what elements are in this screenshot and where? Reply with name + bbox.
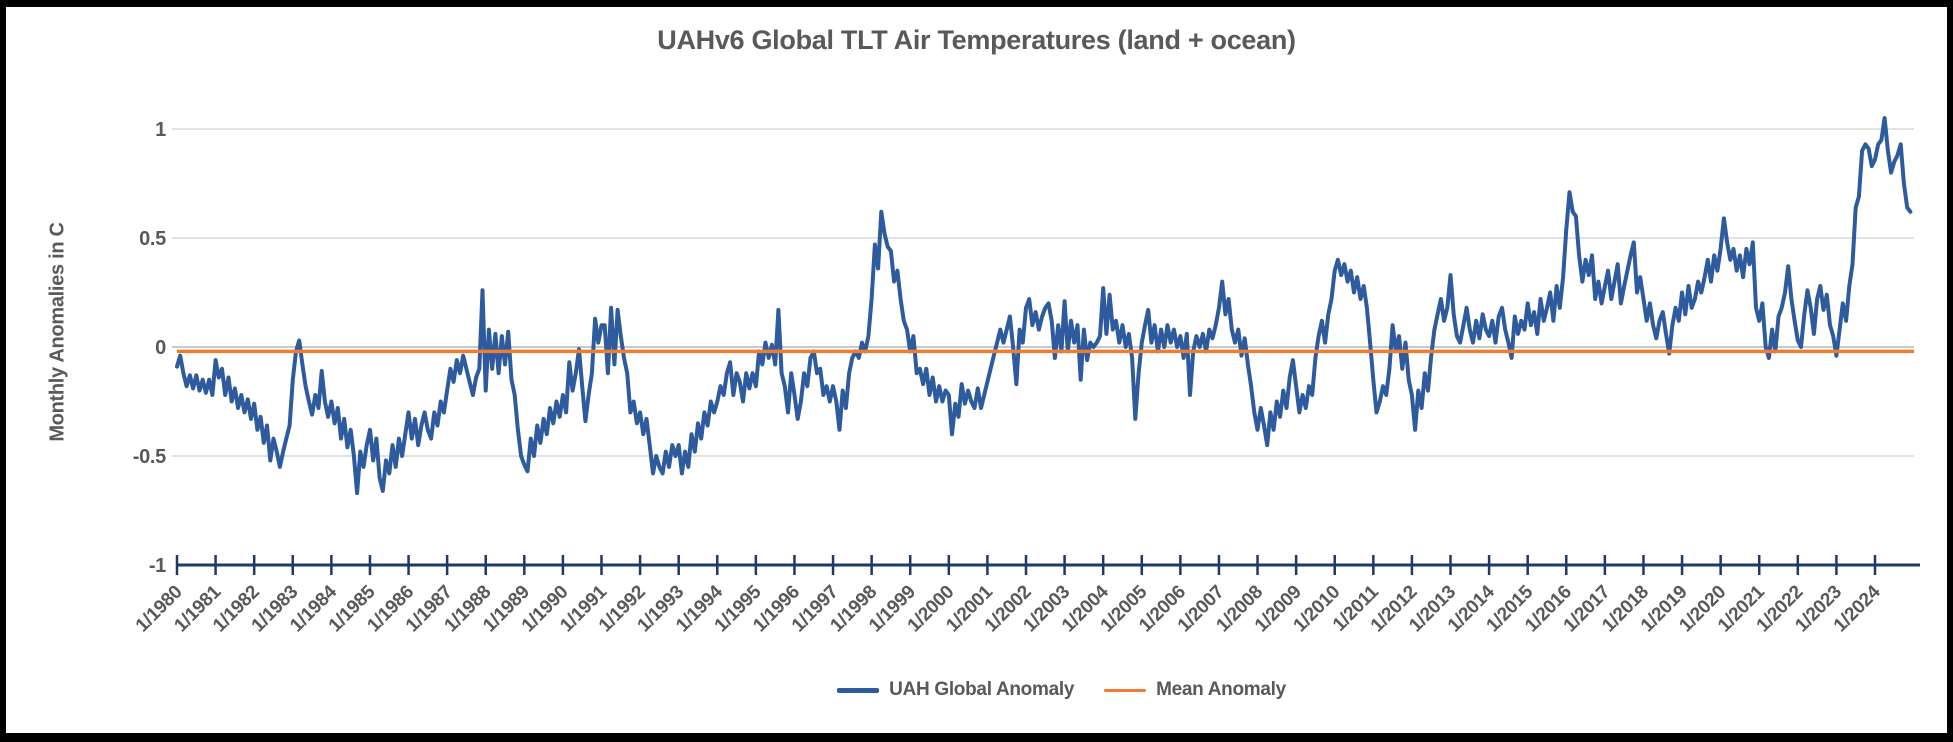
legend-label-mean: Mean Anomaly <box>1156 679 1286 700</box>
y-tick-label: 1 <box>155 119 166 141</box>
series-line-uah <box>175 116 1913 496</box>
legend-line-swatch-orange <box>1104 688 1147 692</box>
y-tick-label: -1 <box>149 555 166 577</box>
y-tick-label: 0 <box>155 337 166 359</box>
legend: UAH Global Anomaly Mean Anomaly <box>91 679 1947 701</box>
y-tick-label: -0.5 <box>133 446 166 468</box>
legend-label-uah: UAH Global Anomaly <box>889 679 1075 700</box>
chart-title: UAHv6 Global TLT Air Temperatures (land … <box>657 25 1296 55</box>
legend-line-swatch-blue <box>837 687 880 693</box>
y-tick-label: 0.5 <box>139 228 166 250</box>
legend-item-uah: UAH Global Anomaly <box>837 679 1074 701</box>
plot-area: 1/19801/19811/19821/19831/19841/19851/19… <box>132 116 1920 636</box>
legend-item-mean: Mean Anomaly <box>1104 679 1286 701</box>
